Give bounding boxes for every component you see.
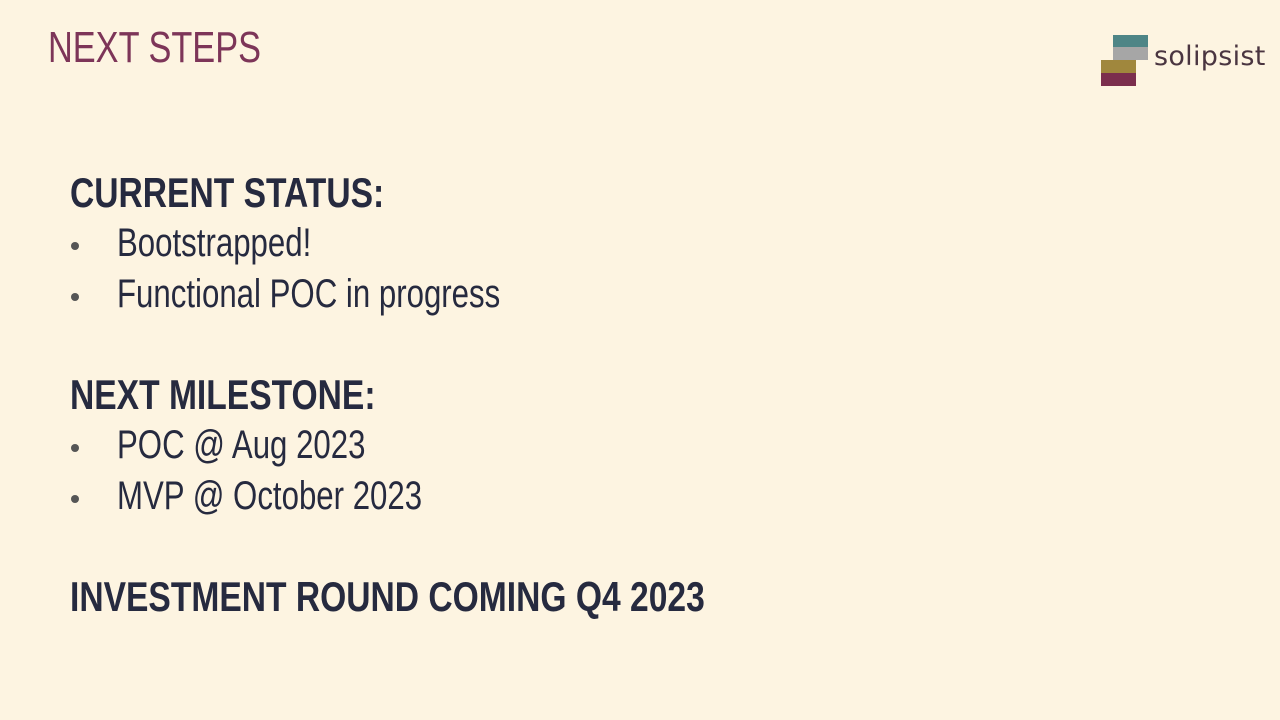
bullet-dot-icon: [71, 444, 79, 452]
spacer: [70, 522, 970, 572]
list-item: Functional POC in progress: [70, 269, 970, 320]
bullet-text: MVP @ October 2023: [117, 474, 423, 518]
logo-block-gray: [1113, 47, 1148, 60]
spacer: [70, 320, 970, 370]
investment-round-heading: INVESTMENT ROUND COMING Q4 2023: [70, 573, 705, 620]
next-milestone-list: POC @ Aug 2023 MVP @ October 2023: [70, 420, 970, 522]
logo-block-plum: [1101, 73, 1136, 86]
bullet-text: POC @ Aug 2023: [117, 423, 366, 467]
list-item: POC @ Aug 2023: [70, 420, 970, 471]
list-item: MVP @ October 2023: [70, 471, 970, 522]
bullet-text: Bootstrapped!: [117, 221, 312, 265]
logo-text: solipsist: [1154, 41, 1266, 72]
bullet-dot-icon: [71, 293, 79, 301]
current-status-heading: CURRENT STATUS:: [70, 169, 385, 216]
slide-title: NEXT STEPS: [48, 23, 261, 72]
logo-block-teal: [1113, 35, 1148, 47]
bullet-dot-icon: [71, 242, 79, 250]
list-item: Bootstrapped!: [70, 218, 970, 269]
slide-content: CURRENT STATUS: Bootstrapped! Functional…: [70, 168, 970, 622]
solipsist-logo: solipsist: [1100, 34, 1265, 90]
logo-block-gold: [1101, 60, 1136, 73]
current-status-list: Bootstrapped! Functional POC in progress: [70, 218, 970, 320]
logo-mark-icon: [1100, 34, 1148, 86]
bullet-text: Functional POC in progress: [117, 272, 501, 316]
next-milestone-heading: NEXT MILESTONE:: [70, 371, 376, 418]
bullet-dot-icon: [71, 495, 79, 503]
